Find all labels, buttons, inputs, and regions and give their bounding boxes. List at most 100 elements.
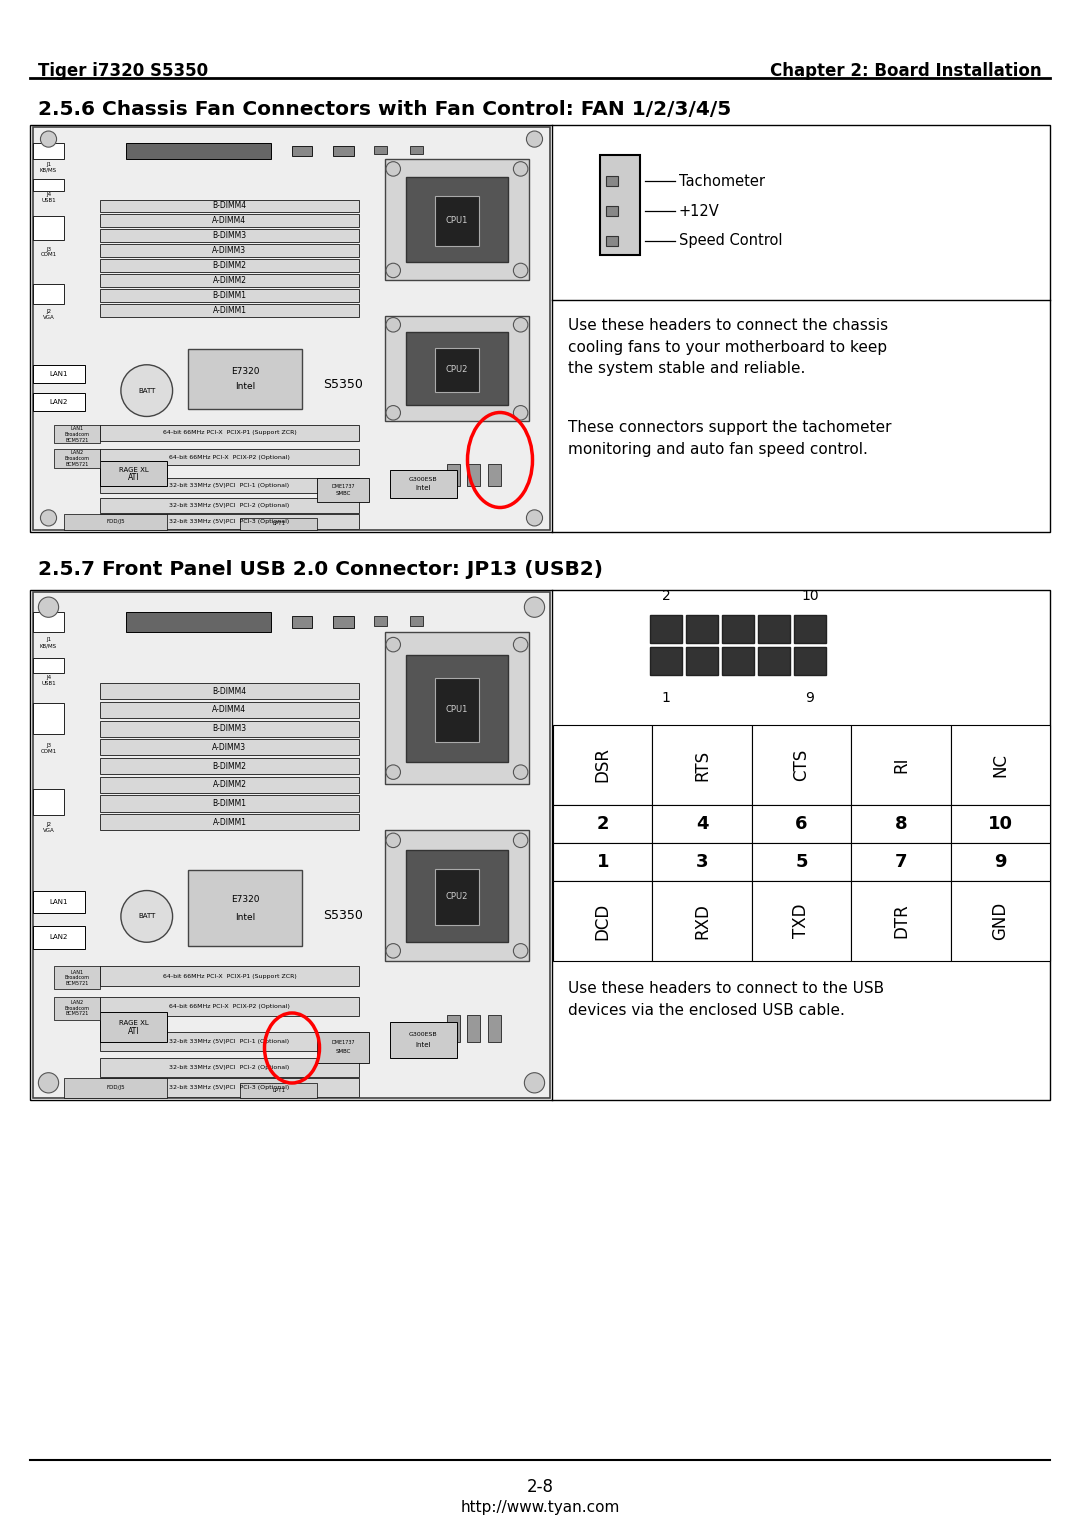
Text: 6: 6: [795, 815, 808, 833]
Bar: [851, 881, 950, 962]
Text: ATI: ATI: [129, 472, 139, 482]
Bar: [100, 683, 359, 699]
Text: B-DIMM4: B-DIMM4: [213, 202, 246, 211]
Bar: [100, 777, 359, 794]
Text: LAN1: LAN1: [50, 899, 68, 905]
Circle shape: [386, 405, 401, 420]
Circle shape: [513, 943, 528, 959]
Text: Tachometer: Tachometer: [679, 173, 765, 188]
Text: J2
VGA: J2 VGA: [42, 309, 54, 320]
Bar: [435, 196, 478, 246]
Text: LAN1: LAN1: [50, 372, 68, 376]
Text: A-DIMM4: A-DIMM4: [213, 217, 246, 225]
Bar: [650, 615, 681, 644]
Text: FDD/J5: FDD/J5: [107, 520, 125, 524]
Bar: [100, 514, 359, 529]
Text: 2: 2: [662, 589, 671, 602]
Bar: [447, 1015, 459, 1043]
Bar: [54, 966, 100, 989]
Circle shape: [513, 638, 528, 651]
Bar: [686, 615, 718, 644]
Text: LAN2: LAN2: [50, 399, 68, 405]
Text: Use these headers to connect to the USB
devices via the enclosed USB cable.: Use these headers to connect to the USB …: [568, 982, 885, 1018]
Bar: [100, 1012, 167, 1043]
Text: 2.5.7 Front Panel USB 2.0 Connector: JP13 (USB2): 2.5.7 Front Panel USB 2.0 Connector: JP1…: [38, 560, 603, 579]
Bar: [553, 881, 652, 962]
Circle shape: [386, 764, 401, 780]
Bar: [851, 804, 950, 842]
Text: 32-bit 33MHz (5V)PCI  PCI-1 (Optional): 32-bit 33MHz (5V)PCI PCI-1 (Optional): [170, 483, 289, 488]
Bar: [64, 1078, 167, 1098]
Bar: [606, 206, 618, 216]
Text: +12V: +12V: [679, 203, 719, 219]
Text: 2-8: 2-8: [527, 1479, 554, 1495]
Bar: [794, 615, 826, 644]
Text: B-DIMM1: B-DIMM1: [213, 800, 246, 807]
Text: These connectors support the tachometer
monitoring and auto fan speed control.: These connectors support the tachometer …: [568, 420, 891, 457]
Bar: [333, 616, 353, 628]
Text: BATT: BATT: [138, 913, 156, 919]
Bar: [100, 720, 359, 737]
Text: 32-bit 33MHz (5V)PCI  PCI-3 (Optional): 32-bit 33MHz (5V)PCI PCI-3 (Optional): [170, 518, 289, 524]
Circle shape: [525, 596, 544, 618]
Bar: [650, 647, 681, 674]
Bar: [390, 469, 457, 498]
Bar: [100, 245, 359, 257]
Bar: [488, 1015, 501, 1043]
Text: J3
COM1: J3 COM1: [40, 743, 56, 754]
Bar: [240, 1083, 318, 1098]
Bar: [100, 214, 359, 228]
Text: 5: 5: [795, 853, 808, 872]
Bar: [30, 590, 1050, 1099]
Bar: [33, 592, 550, 1098]
Bar: [794, 647, 826, 674]
Text: Use these headers to connect the chassis
cooling fans to your motherboard to kee: Use these headers to connect the chassis…: [568, 318, 888, 376]
Bar: [100, 966, 359, 986]
Bar: [435, 677, 478, 742]
Bar: [33, 703, 64, 734]
Bar: [33, 284, 64, 304]
Text: RAGE XL: RAGE XL: [119, 1020, 149, 1026]
Circle shape: [40, 509, 56, 526]
Bar: [33, 365, 84, 382]
Text: 2.5.6 Chassis Fan Connectors with Fan Control: FAN 1/2/3/4/5: 2.5.6 Chassis Fan Connectors with Fan Co…: [38, 99, 731, 119]
Text: S5350: S5350: [323, 378, 363, 391]
Text: A-DIMM4: A-DIMM4: [213, 705, 246, 714]
Text: SMBC: SMBC: [336, 491, 351, 495]
Bar: [686, 647, 718, 674]
Circle shape: [513, 162, 528, 176]
Bar: [100, 304, 359, 317]
Bar: [468, 1015, 481, 1043]
Text: RAGE XL: RAGE XL: [119, 466, 149, 472]
Text: E7320: E7320: [231, 894, 259, 904]
Text: Intel: Intel: [416, 485, 431, 491]
Bar: [950, 804, 1050, 842]
Bar: [100, 274, 359, 287]
Bar: [100, 498, 359, 514]
Bar: [100, 813, 359, 830]
Bar: [600, 154, 640, 255]
Text: 1: 1: [662, 691, 671, 705]
Text: http://www.tyan.com: http://www.tyan.com: [460, 1500, 620, 1515]
Bar: [100, 795, 359, 812]
Text: CPU2: CPU2: [446, 893, 468, 902]
Circle shape: [526, 509, 542, 526]
Text: RXD: RXD: [693, 904, 711, 939]
Circle shape: [513, 263, 528, 278]
Circle shape: [386, 162, 401, 176]
Bar: [950, 842, 1050, 881]
Bar: [33, 927, 84, 948]
Text: 7: 7: [894, 853, 907, 872]
Text: E7320: E7320: [231, 367, 259, 376]
Circle shape: [40, 131, 56, 147]
Bar: [950, 881, 1050, 962]
Bar: [758, 615, 789, 644]
Bar: [126, 144, 271, 159]
Text: B-DIMM3: B-DIMM3: [213, 231, 246, 240]
Bar: [752, 842, 851, 881]
Text: DME1737: DME1737: [332, 483, 355, 489]
Circle shape: [386, 318, 401, 332]
Text: J1
KB/MS: J1 KB/MS: [40, 638, 57, 648]
Bar: [375, 147, 387, 154]
Bar: [100, 758, 359, 774]
